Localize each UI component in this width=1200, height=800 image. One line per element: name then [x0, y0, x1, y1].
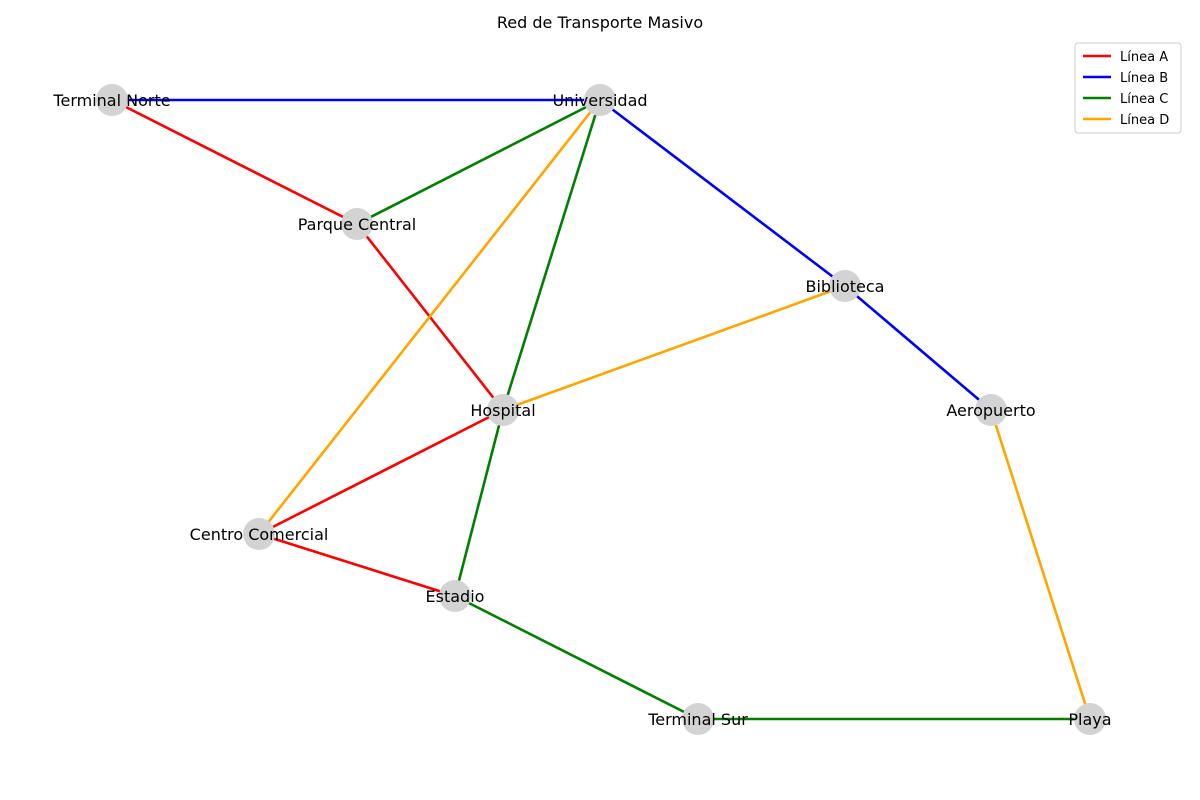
- edge-aeropuerto-playa: [989, 409, 1092, 720]
- legend-label-D: Línea D: [1120, 113, 1169, 128]
- edge-centro_comercial-estadio: [258, 532, 456, 598]
- station-label-centro_comercial: Centro Comercial: [190, 525, 329, 544]
- edge-centro_comercial-universidad: [257, 99, 602, 535]
- labels-layer: Terminal Norte Universidad Parque Central B…: [52, 91, 1111, 729]
- legend: Línea A Línea B Línea C Línea D: [1074, 42, 1182, 134]
- station-node-universidad: [584, 84, 616, 116]
- station-node-playa: [1074, 703, 1106, 735]
- station-label-aeropuerto: Aeropuerto: [946, 401, 1035, 420]
- edge-estadio-terminal_sur: [454, 594, 699, 721]
- station-node-terminal_norte: [96, 84, 128, 116]
- station-node-aeropuerto: [975, 394, 1007, 426]
- station-node-hospital: [487, 394, 519, 426]
- station-label-estadio: Estadio: [426, 587, 485, 606]
- station-node-terminal_sur: [682, 703, 714, 735]
- nodes-layer: [96, 84, 1106, 735]
- station-node-estadio: [439, 580, 471, 612]
- edge-terminal_norte-parque_central: [111, 98, 358, 226]
- legend-label-B: Línea B: [1120, 71, 1168, 86]
- station-node-parque_central: [341, 208, 373, 240]
- edge-universidad-hospital: [501, 99, 602, 411]
- station-label-parque_central: Parque Central: [298, 215, 417, 234]
- edge-hospital-biblioteca: [502, 284, 846, 412]
- legend-label-C: Línea C: [1120, 92, 1168, 107]
- legend-box: [1074, 42, 1182, 134]
- edge-hospital-centro_comercial: [258, 408, 504, 536]
- station-label-hospital: Hospital: [470, 401, 535, 420]
- edge-hospital-estadio: [453, 409, 505, 597]
- edge-biblioteca-aeropuerto: [844, 285, 992, 411]
- station-node-biblioteca: [829, 270, 861, 302]
- station-label-terminal_norte: Terminal Norte: [52, 91, 170, 110]
- station-node-centro_comercial: [243, 518, 275, 550]
- legend-label-A: Línea A: [1120, 50, 1168, 65]
- edges-layer: [111, 98, 1092, 721]
- diagram-title: Red de Transporte Masivo: [497, 13, 703, 32]
- station-label-playa: Playa: [1068, 710, 1111, 729]
- station-label-universidad: Universidad: [552, 91, 647, 110]
- edge-parque_central-universidad: [356, 98, 601, 226]
- station-label-biblioteca: Biblioteca: [806, 277, 885, 296]
- edge-universidad-biblioteca: [599, 98, 846, 288]
- station-label-terminal_sur: Terminal Sur: [647, 710, 748, 729]
